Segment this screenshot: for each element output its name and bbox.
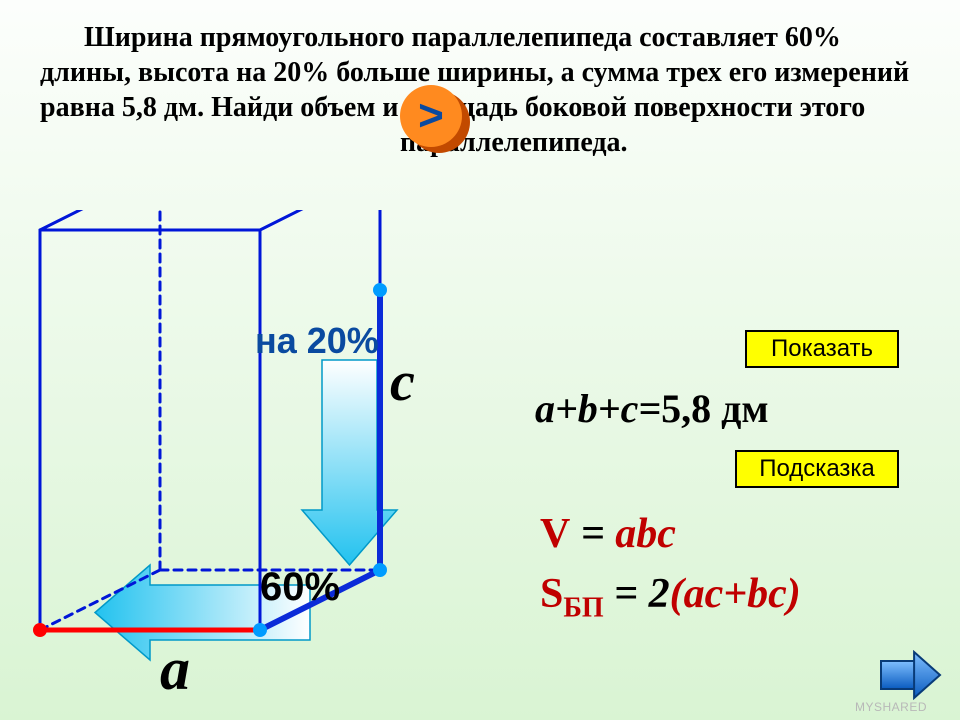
formula-S-eq: = — [604, 571, 649, 617]
eq-rhs: 5,8 дм — [661, 386, 768, 431]
equation-sum-dimensions: a+b+c=5,8 дм — [535, 385, 769, 432]
slide-stage: Ширина прямоугольного параллелепипеда со… — [0, 0, 960, 720]
formula-S: S — [540, 571, 563, 617]
formula-S-coef: 2 — [649, 571, 670, 617]
hint-button[interactable]: Подсказка — [735, 450, 899, 488]
problem-line1: Ширина прямоугольного параллелепипеда со… — [40, 22, 909, 123]
label-height-20pct-more: на 20% — [255, 320, 379, 362]
formula-volume: V = abc — [540, 510, 676, 558]
formula-V-rhs: abc — [615, 511, 676, 557]
gt-symbol: > — [418, 91, 444, 141]
parallelepiped-diagram: на 20% c 60% a — [30, 210, 410, 690]
problem-line2: параллелепипеда. — [40, 125, 920, 160]
formula-S-paren: (ac+bc) — [670, 571, 801, 617]
next-slide-button[interactable] — [880, 650, 942, 700]
greater-than-badge: > — [400, 85, 462, 147]
label-width-60pct: 60% — [260, 565, 340, 610]
formula-V-eq: = — [570, 511, 615, 557]
formula-S-sub: БП — [563, 592, 603, 623]
formula-V: V — [540, 511, 570, 557]
show-button[interactable]: Показать — [745, 330, 899, 368]
problem-statement: Ширина прямоугольного параллелепипеда со… — [40, 20, 920, 160]
label-edge-a: a — [160, 635, 190, 704]
watermark: MYSHARED — [855, 700, 927, 714]
eq-lhs: a+b+c= — [535, 386, 661, 431]
parallelepiped-svg — [30, 210, 450, 710]
formula-lateral-area: SБП = 2(ac+bc) — [540, 570, 801, 624]
label-edge-c: c — [390, 350, 415, 414]
